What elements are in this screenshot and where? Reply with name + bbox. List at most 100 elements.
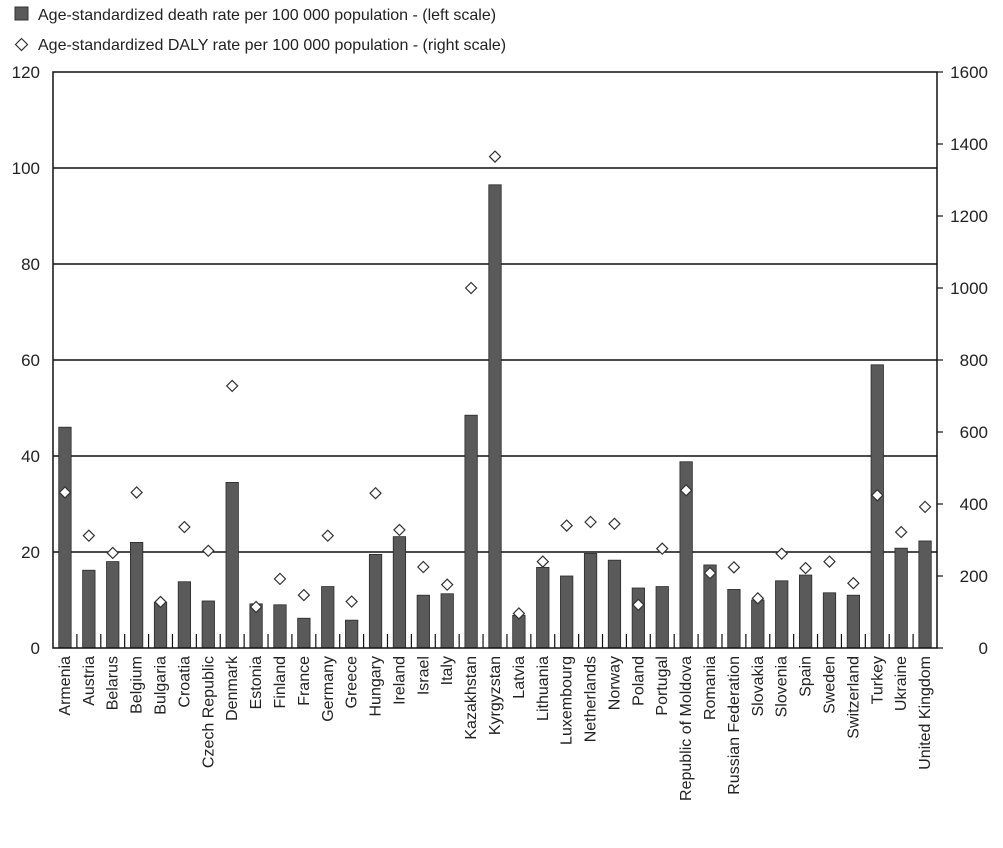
bar-portugal <box>655 586 669 649</box>
category-label: Lithuania <box>535 656 552 721</box>
daly-marker-germany <box>321 529 335 543</box>
bar-belarus <box>106 561 120 649</box>
daly-marker-belgium <box>130 486 143 499</box>
daly-marker-romania <box>703 566 717 580</box>
category-label: Sweden <box>821 656 838 714</box>
bar-czech-republic <box>201 600 215 649</box>
category-label: Portugal <box>654 656 671 716</box>
bar-sweden <box>822 592 837 649</box>
bar-kyrgyzstan <box>488 184 502 649</box>
bars <box>58 184 932 649</box>
category-label: Czech Republic <box>200 656 217 768</box>
bar-belgium <box>130 542 144 649</box>
category-label: Latvia <box>511 656 528 699</box>
daly-marker-russian-federation <box>727 561 741 574</box>
bar-austria <box>82 569 96 649</box>
daly-marker-denmark <box>225 379 239 393</box>
legend: Age-standardized death rate per 100 000 … <box>14 6 506 54</box>
bar-poland <box>631 587 645 649</box>
category-label: Russian Federation <box>726 656 743 795</box>
daly-marker-croatia <box>178 520 191 534</box>
category-label: Austria <box>81 656 98 706</box>
category-label: Spain <box>798 656 815 697</box>
category-label: Ireland <box>391 656 408 705</box>
right-tick-label: 1200 <box>950 207 988 226</box>
category-label: Netherlands <box>583 656 600 742</box>
category-label: Finland <box>272 656 289 708</box>
right-tick-label: 1000 <box>950 279 988 298</box>
daly-marker-poland <box>632 598 645 612</box>
daly-marker-austria <box>82 529 96 543</box>
category-label: France <box>296 656 313 706</box>
left-tick-label: 100 <box>12 159 40 178</box>
category-label: Slovenia <box>774 656 791 717</box>
daly-marker-turkey <box>870 489 884 502</box>
daly-marker-switzerland <box>847 576 860 590</box>
category-label: Turkey <box>869 656 886 704</box>
category-label: Hungary <box>368 656 385 716</box>
bar-spain <box>798 574 813 649</box>
right-tick-label: 800 <box>960 351 988 370</box>
daly-marker-armenia <box>58 486 72 499</box>
category-label: Croatia <box>176 656 193 708</box>
category-label: Slovakia <box>750 656 767 717</box>
category-label: United Kingdom <box>917 656 934 770</box>
daly-marker-estonia <box>249 600 263 614</box>
daly-marker-luxembourg <box>560 519 574 532</box>
category-label: Israel <box>415 656 432 695</box>
left-tick-label: 0 <box>31 639 40 658</box>
daly-marker-france <box>297 588 311 602</box>
daly-marker-czech-republic <box>201 544 215 558</box>
bar-israel <box>416 594 430 649</box>
daly-marker-slovakia <box>751 591 765 605</box>
category-label: Belgium <box>129 656 146 714</box>
right-tick-label: 1400 <box>950 135 988 154</box>
right-axis-labels: 0 200 400 600 800 1000 1200 1400 1600 <box>937 63 988 658</box>
daly-marker-kyrgyzstan <box>488 150 502 163</box>
category-label: Kazakhstan <box>463 656 480 740</box>
right-tick-label: 400 <box>960 495 988 514</box>
legend-swatch-bar <box>14 6 29 21</box>
bar-denmark <box>225 481 239 649</box>
right-tick-label: 0 <box>979 639 988 658</box>
bar-ukraine <box>894 547 908 649</box>
bar-slovakia <box>751 599 765 649</box>
daly-marker-latvia <box>512 607 526 620</box>
left-tick-label: 20 <box>21 543 40 562</box>
daly-marker-bulgaria <box>154 595 167 609</box>
category-label: Poland <box>630 656 647 706</box>
left-tick-label: 40 <box>21 447 40 466</box>
bar-russian-federation <box>727 589 741 649</box>
daly-marker-finland <box>273 572 287 586</box>
category-label: Greece <box>344 656 361 709</box>
bar-croatia <box>177 581 192 649</box>
category-label: Italy <box>439 656 456 685</box>
category-label: Germany <box>320 656 337 722</box>
bar-slovenia <box>775 580 789 649</box>
daly-marker-norway <box>608 517 621 531</box>
bar-lithuania <box>536 566 550 649</box>
left-axis-labels: 0 20 40 60 80 100 120 <box>12 63 40 658</box>
daly-marker-republic-of-moldova <box>679 483 693 497</box>
right-tick-label: 1600 <box>950 63 988 82</box>
category-label: Romania <box>702 656 719 720</box>
bar-united-kingdom <box>918 540 932 649</box>
daly-marker-belarus <box>106 546 120 560</box>
daly-marker-ukraine <box>894 525 908 539</box>
category-label: Belarus <box>105 656 122 710</box>
bar-italy <box>440 593 454 649</box>
left-tick-label: 80 <box>21 255 40 274</box>
daly-marker-sweden <box>823 555 836 568</box>
bar-france <box>297 617 311 649</box>
category-label: Luxembourg <box>559 656 576 745</box>
right-tick-label: 200 <box>960 567 988 586</box>
daly-marker-lithuania <box>536 555 550 568</box>
legend-swatch-diamond <box>14 37 29 52</box>
daly-marker-spain <box>799 561 812 575</box>
bar-kazakhstan <box>464 414 478 649</box>
bar-norway <box>607 559 622 649</box>
category-label: Estonia <box>248 656 265 709</box>
category-labels: Armenia Austria Belarus Belgium Bulgaria Croa… <box>57 655 934 801</box>
bar-latvia <box>512 614 526 649</box>
left-tick-label: 120 <box>12 63 40 82</box>
